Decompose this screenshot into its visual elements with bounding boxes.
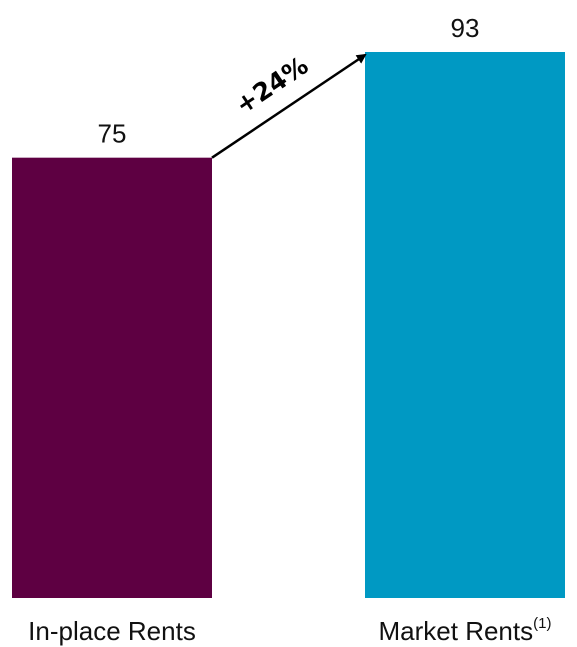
bar-market-rents	[365, 52, 565, 598]
data-label-1: 75	[98, 119, 127, 149]
bar-in-place-rents	[12, 157, 212, 598]
growth-arrow	[211, 53, 367, 159]
growth-annotation: +24%	[230, 51, 313, 120]
category-label-1: In-place Rents	[28, 616, 196, 646]
footnote-marker: (1)	[533, 615, 551, 632]
data-label-2: 93	[451, 13, 480, 43]
category-label-2: Market Rents(1)	[379, 615, 552, 646]
